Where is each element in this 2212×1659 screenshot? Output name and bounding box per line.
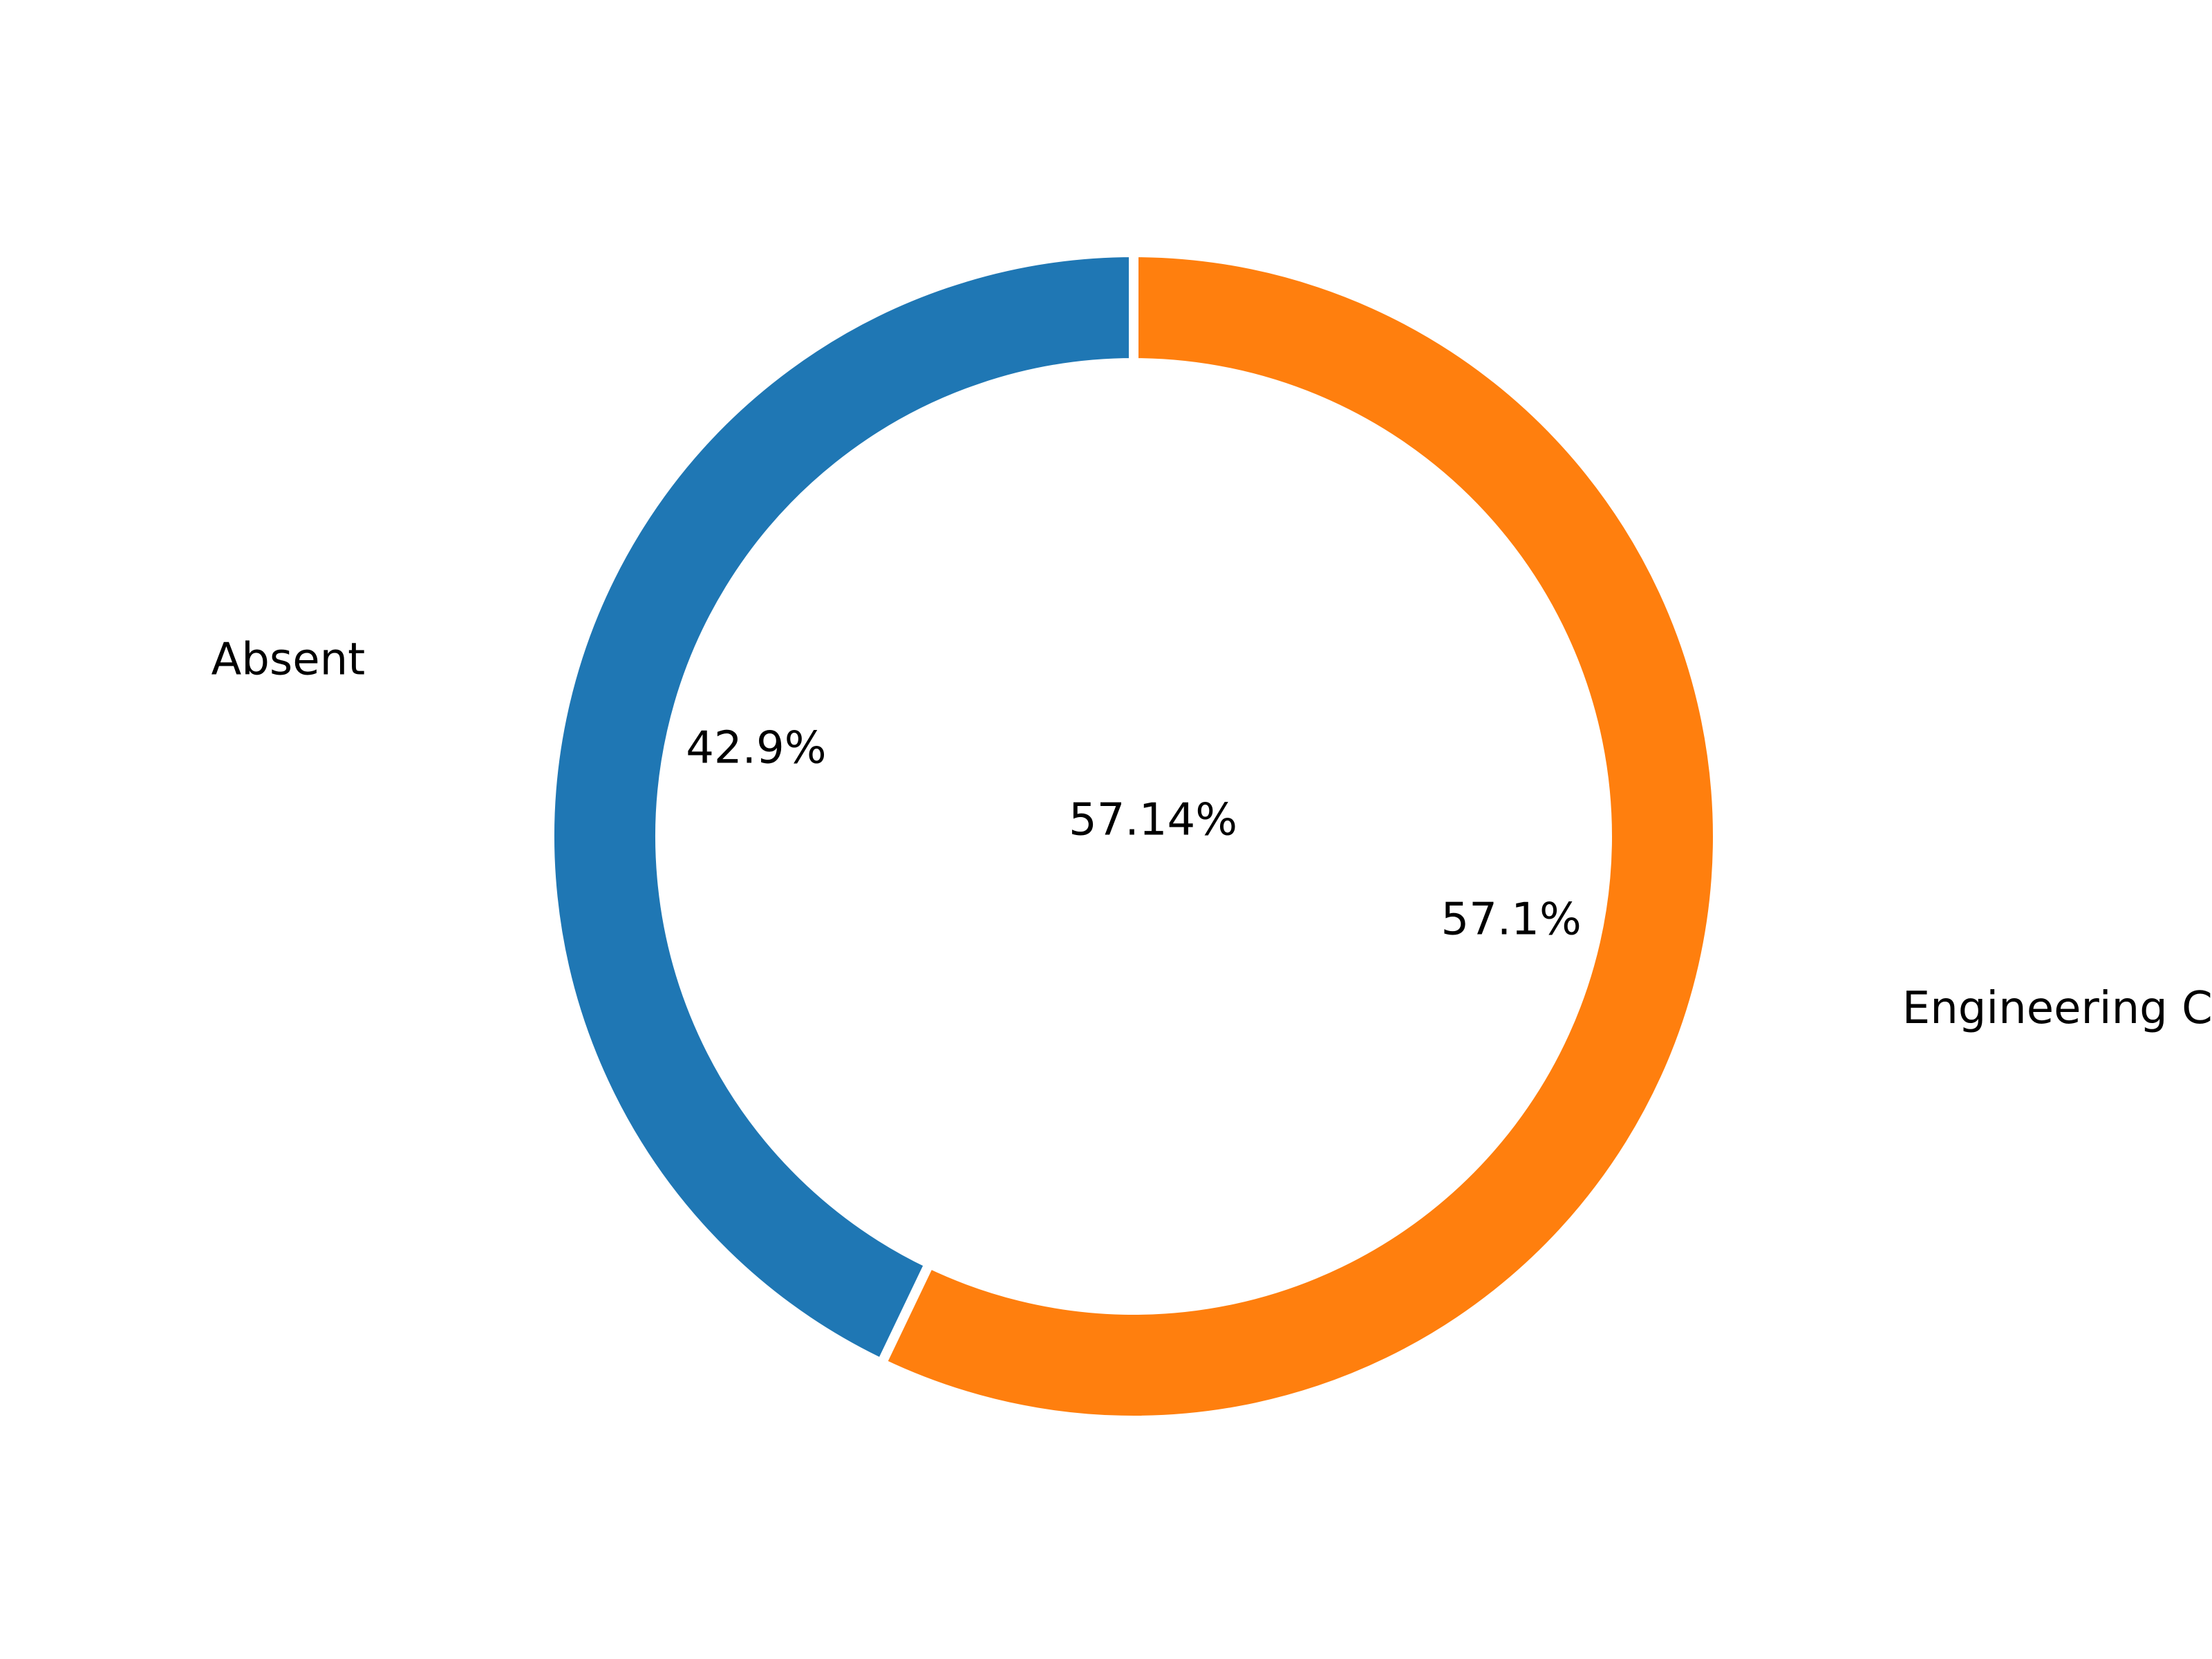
slice-category-label: Absent (211, 634, 365, 685)
slice-category-label: Engineering Chemi (1902, 983, 2212, 1034)
labels-layer: 42.9% Absent 57.1% Engineering Chemi (211, 634, 2212, 1033)
slice-percent-label: 42.9% (686, 723, 826, 774)
center-label: 57.14% (1069, 795, 1237, 846)
slice-engineering-chemi (875, 247, 1723, 1425)
slice-absent (545, 247, 1138, 1370)
slice-percent-label: 57.1% (1441, 894, 1581, 945)
slices-layer (545, 247, 1723, 1425)
